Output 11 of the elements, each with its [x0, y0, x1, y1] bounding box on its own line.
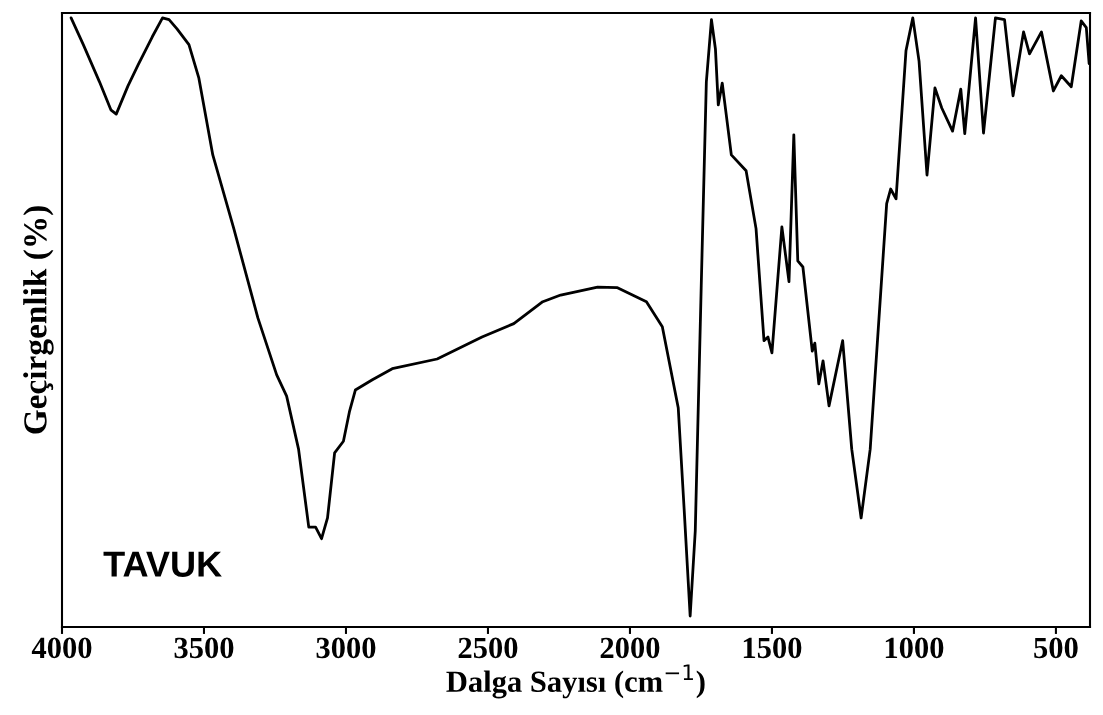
x-tick-label: 2000: [600, 637, 660, 659]
annotation: TAVUK: [103, 551, 222, 577]
x-tick-label: 3000: [316, 637, 376, 659]
x-tick-label: 500: [1034, 637, 1078, 659]
x-tick-label: 1000: [885, 637, 944, 659]
y-axis-title: Geçirgenlik (%): [23, 206, 54, 434]
x-tick-label: 2500: [458, 637, 518, 659]
x-axis-title: Dalga Sayısı (cm$^{−1}$): [446, 664, 705, 699]
x-tick-label: 1500: [743, 637, 802, 659]
x-tick-label: 3500: [174, 637, 234, 659]
x-tick-label: 4000: [31, 637, 92, 659]
